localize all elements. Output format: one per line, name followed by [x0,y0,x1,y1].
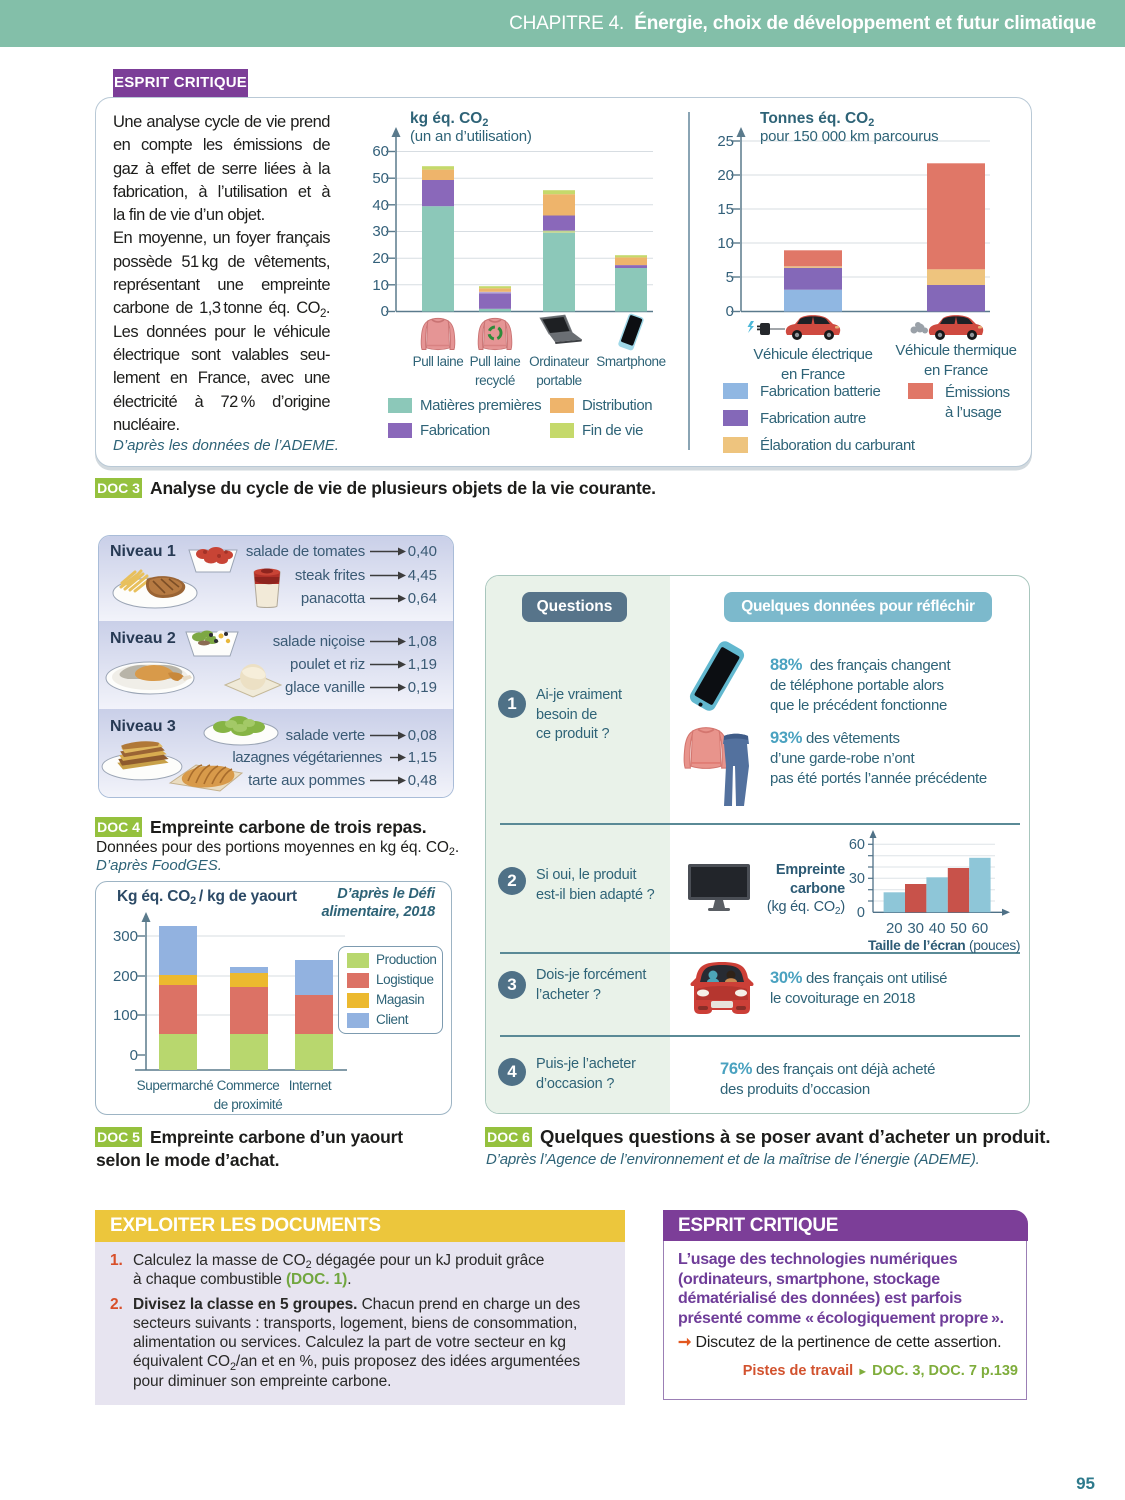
svg-text:30: 30 [849,871,865,887]
svg-text:300: 300 [113,928,138,945]
svg-text:200: 200 [113,968,138,985]
svg-text:20: 20 [717,167,734,184]
svg-text:40: 40 [372,197,389,214]
svg-text:Taille de l’écran (pouces): Taille de l’écran (pouces) [868,938,1020,953]
svg-text:15: 15 [717,201,734,218]
svg-text:60: 60 [372,143,389,160]
svg-text:30: 30 [907,920,924,937]
svg-text:10: 10 [717,235,734,252]
svg-text:50: 50 [950,920,967,937]
svg-text:50: 50 [372,170,389,187]
svg-text:0: 0 [381,303,389,320]
svg-text:60: 60 [849,837,865,853]
svg-text:10: 10 [372,277,389,294]
svg-text:40: 40 [929,920,946,937]
svg-text:25: 25 [717,133,734,150]
svg-text:60: 60 [972,920,989,937]
svg-text:0: 0 [130,1047,138,1064]
svg-text:20: 20 [372,250,389,267]
svg-text:5: 5 [726,269,734,286]
svg-text:20: 20 [886,920,903,937]
svg-text:0: 0 [857,905,865,921]
svg-text:100: 100 [113,1007,138,1024]
svg-text:30: 30 [372,223,389,240]
svg-text:0: 0 [726,303,734,320]
